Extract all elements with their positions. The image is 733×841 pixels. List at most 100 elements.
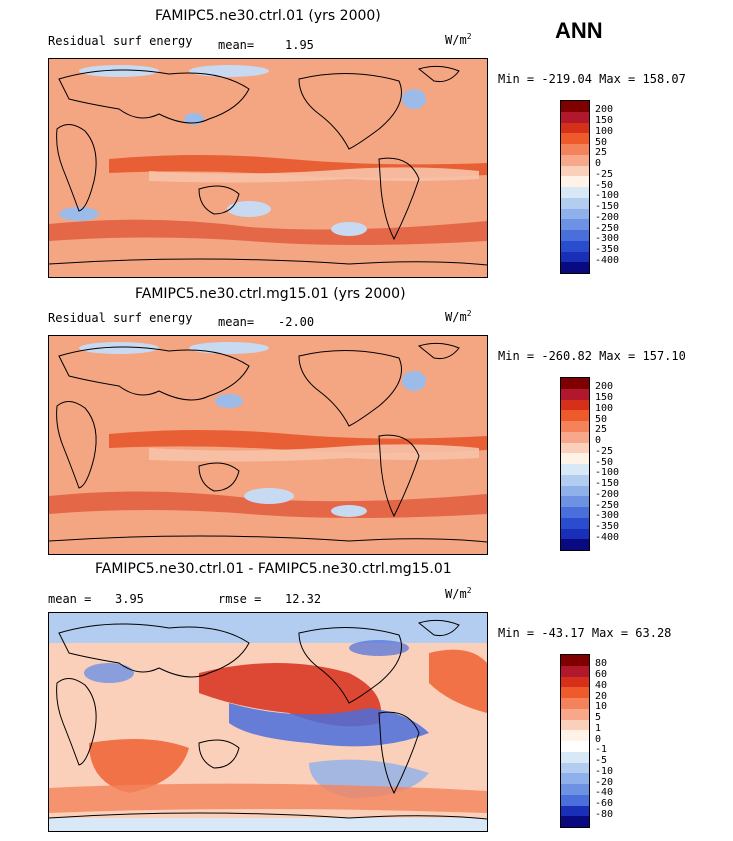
colorbar-swatch: [561, 187, 589, 198]
season-label: ANN: [555, 18, 603, 43]
colorbar-swatch: [561, 784, 589, 795]
colorbar-swatch: [561, 687, 589, 698]
panel-3-rmse-value: 12.32: [285, 592, 322, 606]
panel-2-mean-label: mean=: [218, 315, 255, 329]
colorbar-label: 40: [595, 680, 608, 691]
panel-1-map-svg: [49, 59, 487, 277]
colorbar-label: 50: [595, 414, 608, 425]
colorbar-swatch: [561, 240, 589, 252]
panel-3-title: FAMIPC5.ne30.ctrl.01 - FAMIPC5.ne30.ctrl…: [95, 561, 452, 577]
panel-3-units: W/m2: [445, 586, 472, 601]
colorbar-swatch: [561, 708, 589, 720]
colorbar-swatch: [561, 165, 589, 177]
colorbar-swatch: [561, 144, 589, 155]
colorbar-swatch: [561, 539, 589, 550]
colorbar-swatch: [561, 154, 589, 166]
colorbar-label: -350: [595, 521, 620, 532]
colorbar-swatch: [561, 698, 589, 709]
colorbar-label: 0: [595, 734, 602, 745]
colorbar-label: -1: [595, 744, 608, 755]
colorbar-swatch: [561, 794, 589, 806]
colorbar-swatch: [561, 262, 589, 273]
colorbar-label: 5: [595, 712, 602, 723]
colorbar-swatch: [561, 388, 589, 400]
panel-1-subtitle: Residual surf energy: [48, 34, 193, 48]
colorbar-swatch: [561, 655, 589, 666]
colorbar-swatch: [561, 176, 589, 187]
colorbar-swatch: [561, 665, 589, 677]
panel-1-minmax: Min = -219.04 Max = 158.07: [498, 72, 686, 86]
panel-3-mean-label: mean =: [48, 592, 92, 606]
colorbar-swatch: [561, 431, 589, 443]
panel-1-mean-label: mean=: [218, 38, 255, 52]
panel-2-subtitle: Residual surf energy: [48, 311, 193, 325]
panel-1-map: [48, 58, 488, 278]
colorbar-swatch: [561, 442, 589, 454]
colorbar-label: 100: [595, 126, 614, 137]
colorbar-label: -10: [595, 766, 614, 777]
colorbar-label: -300: [595, 233, 620, 244]
colorbar-label: 80: [595, 658, 608, 669]
colorbar-label: 20: [595, 691, 608, 702]
colorbar-label: 150: [595, 392, 614, 403]
panel-2-map: [48, 335, 488, 555]
panel-3-rmse-label: rmse =: [218, 592, 262, 606]
colorbar-swatch: [561, 251, 589, 263]
panel-3-map: [48, 612, 488, 832]
panel-1-mean-value: 1.95: [285, 38, 314, 52]
colorbar-label: 0: [595, 158, 602, 169]
colorbar-swatch: [561, 762, 589, 774]
colorbar-label: 0: [595, 435, 602, 446]
colorbar-label: -350: [595, 244, 620, 255]
colorbar-label: -20: [595, 777, 614, 788]
colorbar-swatch: [561, 730, 589, 741]
colorbar-swatch: [561, 378, 589, 389]
colorbar-label: -400: [595, 255, 620, 266]
colorbar-swatch: [561, 474, 589, 486]
colorbar-label: -100: [595, 190, 620, 201]
colorbar-swatch: [561, 230, 589, 241]
panel-1-colorbar-labels: 200 150 100 50 25 0 -25 -50 -100 -150 -2…: [595, 100, 655, 272]
colorbar-label: -40: [595, 787, 614, 798]
colorbar-label: -100: [595, 467, 620, 478]
colorbar-label: -200: [595, 489, 620, 500]
colorbar-label: 25: [595, 147, 608, 158]
colorbar-swatch: [561, 464, 589, 475]
colorbar-swatch: [561, 496, 589, 507]
colorbar-swatch: [561, 208, 589, 220]
colorbar-label: -150: [595, 201, 620, 212]
colorbar-label: -5: [595, 755, 608, 766]
panel-2-mean-value: -2.00: [278, 315, 315, 329]
colorbar-label: -50: [595, 180, 614, 191]
colorbar-label: 1: [595, 723, 602, 734]
colorbar-label: 100: [595, 403, 614, 414]
colorbar-swatch: [561, 517, 589, 529]
colorbar-swatch: [561, 111, 589, 123]
panel-3-mean-value: 3.95: [115, 592, 144, 606]
panel-1-title: FAMIPC5.ne30.ctrl.01 (yrs 2000): [155, 8, 381, 24]
colorbar-label: -80: [595, 809, 614, 820]
panel-3-map-svg: [49, 613, 487, 831]
colorbar-label: -150: [595, 478, 620, 489]
panel-2-title: FAMIPC5.ne30.ctrl.mg15.01 (yrs 2000): [135, 286, 406, 302]
panel-2-colorbar-labels: 200 150 100 50 25 0 -25 -50 -100 -150 -2…: [595, 377, 655, 549]
colorbar-swatch: [561, 507, 589, 518]
colorbar-swatch: [561, 528, 589, 540]
colorbar-swatch: [561, 676, 589, 688]
colorbar-swatch: [561, 741, 589, 752]
panel-2-units: W/m2: [445, 309, 472, 324]
colorbar-label: -200: [595, 212, 620, 223]
colorbar-label: 50: [595, 137, 608, 148]
colorbar-label: -60: [595, 798, 614, 809]
colorbar-label: -400: [595, 532, 620, 543]
panel-1-units: W/m2: [445, 32, 472, 47]
panel-2-colorbar: [560, 377, 590, 551]
colorbar-swatch: [561, 219, 589, 230]
colorbar-label: 200: [595, 381, 614, 392]
colorbar-swatch: [561, 751, 589, 763]
colorbar-swatch: [561, 453, 589, 464]
panel-3-minmax: Min = -43.17 Max = 63.28: [498, 626, 672, 640]
colorbar-swatch: [561, 773, 589, 784]
colorbar-swatch: [561, 197, 589, 209]
colorbar-swatch: [561, 410, 589, 421]
